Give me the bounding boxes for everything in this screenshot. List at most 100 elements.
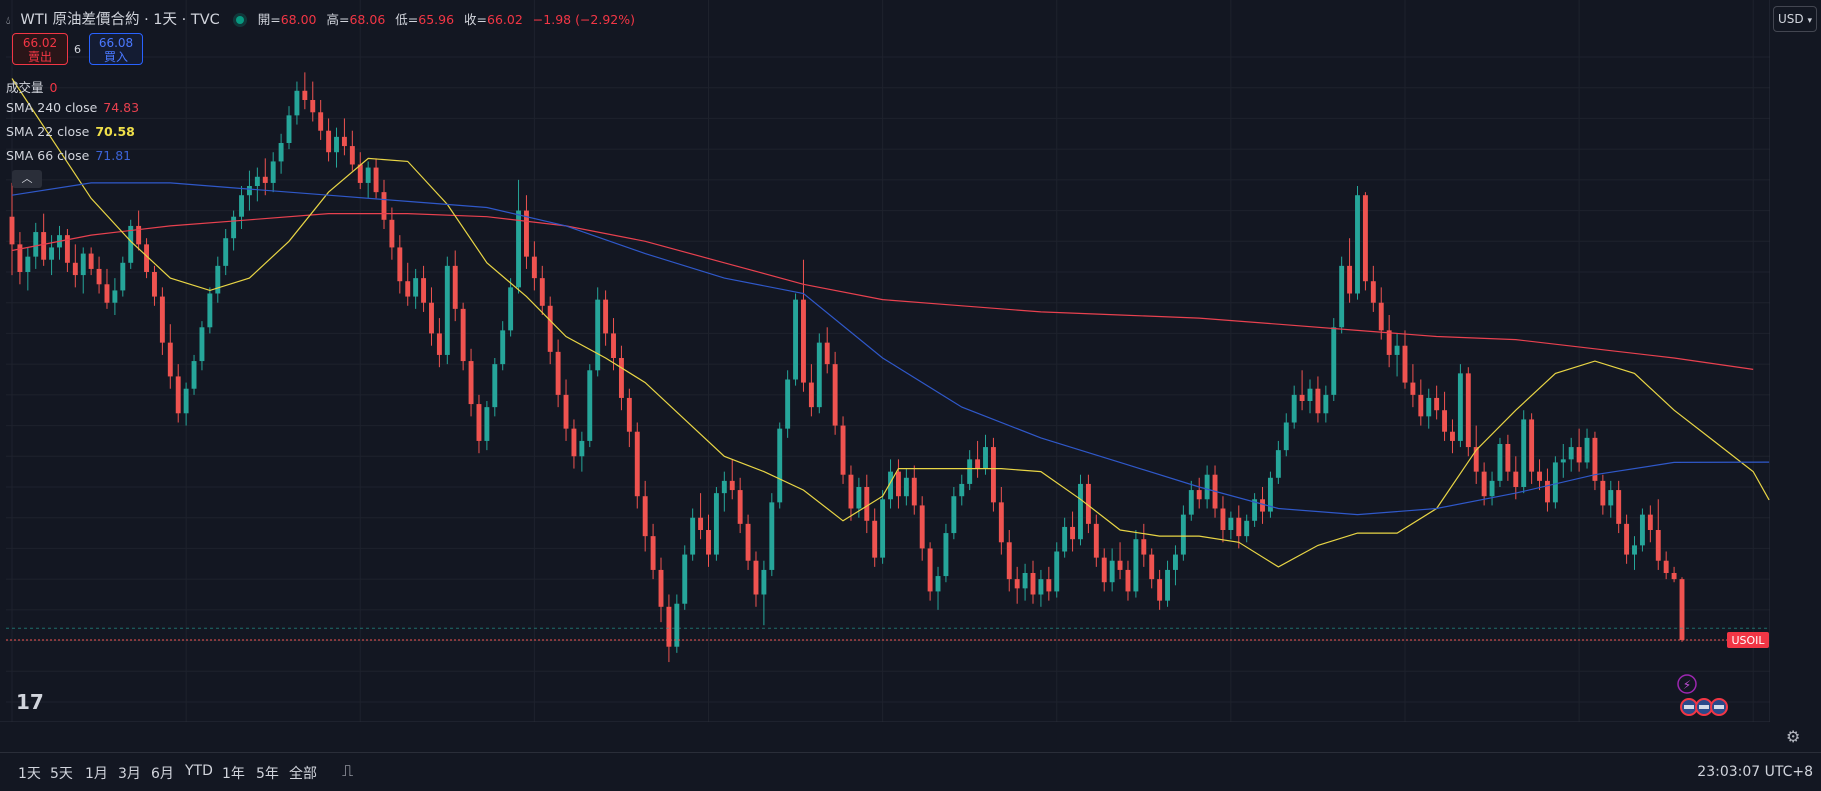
candle-body bbox=[1529, 419, 1535, 472]
candle-body bbox=[777, 428, 783, 503]
candle-body bbox=[1410, 382, 1416, 395]
candle-body bbox=[1291, 394, 1297, 423]
candle-body bbox=[1339, 265, 1345, 328]
price-chart[interactable]: 64.0065.0066.0067.0068.0069.0070.0071.00… bbox=[0, 0, 1770, 722]
candle-body bbox=[729, 480, 735, 491]
candle-body bbox=[302, 90, 308, 100]
candle-body bbox=[1616, 490, 1622, 524]
candle-body bbox=[436, 333, 442, 355]
candle-body bbox=[49, 247, 55, 260]
candle-body bbox=[9, 216, 15, 245]
candle-body bbox=[429, 302, 434, 334]
chart-area[interactable]: 64.0065.0066.0067.0068.0069.0070.0071.00… bbox=[0, 0, 1770, 722]
change-value: −1.98 (−2.92%) bbox=[532, 12, 636, 27]
sell-button[interactable]: 66.02 賣出 bbox=[12, 33, 68, 65]
drop-icon: 💧︎ bbox=[6, 14, 11, 27]
candle-body bbox=[848, 474, 854, 509]
period-button-0[interactable]: 1天 bbox=[18, 766, 41, 782]
period-button-7[interactable]: 5年 bbox=[256, 766, 279, 782]
candle-body bbox=[587, 370, 593, 441]
candle-body bbox=[1046, 579, 1052, 592]
candle-body bbox=[816, 342, 822, 408]
candle-body bbox=[516, 210, 521, 288]
bottom-toolbar: 1天 5天 1月 3月 6月 YTD 1年 5年 全部 ⎍ 23:03:07 UTC+8 bbox=[0, 752, 1821, 791]
period-button-3[interactable]: 3月 bbox=[118, 766, 141, 782]
candle-body bbox=[144, 244, 150, 272]
candle-body bbox=[1394, 345, 1400, 355]
candle-body bbox=[1489, 480, 1495, 497]
lightning-glyph: ⚡ bbox=[1683, 678, 1691, 692]
tradingview-logo-icon[interactable]: 𝟭𝟳 bbox=[16, 690, 44, 714]
sma240-legend[interactable]: SMA 240 close 74.83 bbox=[6, 100, 145, 115]
candle-body bbox=[207, 293, 213, 328]
clock[interactable]: 23:03:07 UTC+8 bbox=[1697, 764, 1813, 780]
low-value: 65.96 bbox=[418, 12, 455, 27]
period-button-1[interactable]: 5天 bbox=[50, 766, 73, 782]
candle-body bbox=[405, 281, 411, 297]
symbol-title[interactable]: WTI 原油差價合約 · 1天 · TVC bbox=[20, 12, 220, 28]
sma66-legend[interactable]: SMA 66 close 71.81 bbox=[6, 148, 137, 163]
candle-body bbox=[1608, 490, 1614, 506]
period-button-2[interactable]: 1月 bbox=[85, 766, 108, 782]
candle-body bbox=[713, 493, 719, 555]
sma66-value: 71.81 bbox=[95, 148, 132, 163]
chart-compare-icon[interactable]: ⎍ bbox=[342, 761, 354, 780]
candle-body bbox=[761, 569, 767, 595]
candle-body bbox=[1347, 265, 1353, 294]
candle-body bbox=[1062, 526, 1068, 552]
candle-body bbox=[1473, 447, 1479, 472]
candle-body bbox=[1014, 579, 1020, 589]
candle-body bbox=[1165, 569, 1170, 601]
candle-body bbox=[1030, 573, 1036, 595]
candle-body bbox=[1457, 373, 1463, 441]
candle-body bbox=[975, 459, 981, 469]
candle-body bbox=[737, 490, 743, 524]
market-open-dot-icon bbox=[235, 16, 244, 24]
buy-label: 買入 bbox=[103, 50, 128, 64]
sma-line-2 bbox=[11, 182, 1770, 516]
candle-body bbox=[856, 487, 862, 509]
candle-body bbox=[246, 186, 252, 196]
currency-select[interactable]: USD ▾ bbox=[1773, 6, 1817, 32]
candle-body bbox=[1180, 514, 1186, 555]
flag-stripe bbox=[1714, 705, 1724, 709]
candle-body bbox=[943, 533, 949, 577]
period-button-4[interactable]: 6月 bbox=[151, 766, 174, 782]
period-button-5[interactable]: YTD bbox=[185, 763, 213, 779]
buy-button[interactable]: 66.08 買入 bbox=[89, 33, 143, 65]
candle-body bbox=[690, 517, 696, 555]
candle-body bbox=[484, 407, 490, 441]
candle-body bbox=[1093, 523, 1099, 558]
candle-body bbox=[1544, 480, 1550, 503]
candle-body bbox=[642, 496, 648, 537]
open-value: 68.00 bbox=[280, 12, 317, 27]
candle-body bbox=[1418, 394, 1424, 417]
candle-body bbox=[618, 358, 624, 398]
candle-body bbox=[365, 167, 371, 183]
candle-body bbox=[666, 606, 672, 647]
candle-body bbox=[634, 431, 640, 497]
symbol-tag-bg bbox=[1727, 631, 1769, 648]
currency-label: USD bbox=[1778, 12, 1804, 26]
candle-body bbox=[903, 477, 909, 497]
candle-body bbox=[1481, 471, 1487, 497]
candle-body bbox=[286, 115, 292, 143]
period-button-8[interactable]: 全部 bbox=[289, 766, 317, 782]
volume-legend[interactable]: 成交量 0 bbox=[6, 77, 63, 96]
candle-body bbox=[318, 112, 324, 131]
candle-body bbox=[1386, 330, 1392, 355]
sma22-legend[interactable]: SMA 22 close 70.58 bbox=[6, 124, 141, 139]
candle-body bbox=[595, 299, 601, 371]
candle-body bbox=[1560, 459, 1566, 463]
candle-body bbox=[492, 364, 498, 408]
gear-icon[interactable]: ⚙ bbox=[1786, 727, 1801, 746]
period-button-6[interactable]: 1年 bbox=[222, 766, 245, 782]
candle-body bbox=[96, 268, 102, 285]
candle-body bbox=[650, 536, 656, 570]
candle-body bbox=[927, 548, 933, 592]
candle-body bbox=[120, 262, 126, 291]
candle-body bbox=[152, 272, 157, 297]
collapse-legend-button[interactable]: ︿ bbox=[12, 170, 42, 188]
candle-body bbox=[1434, 397, 1440, 411]
candle-body bbox=[706, 530, 711, 555]
